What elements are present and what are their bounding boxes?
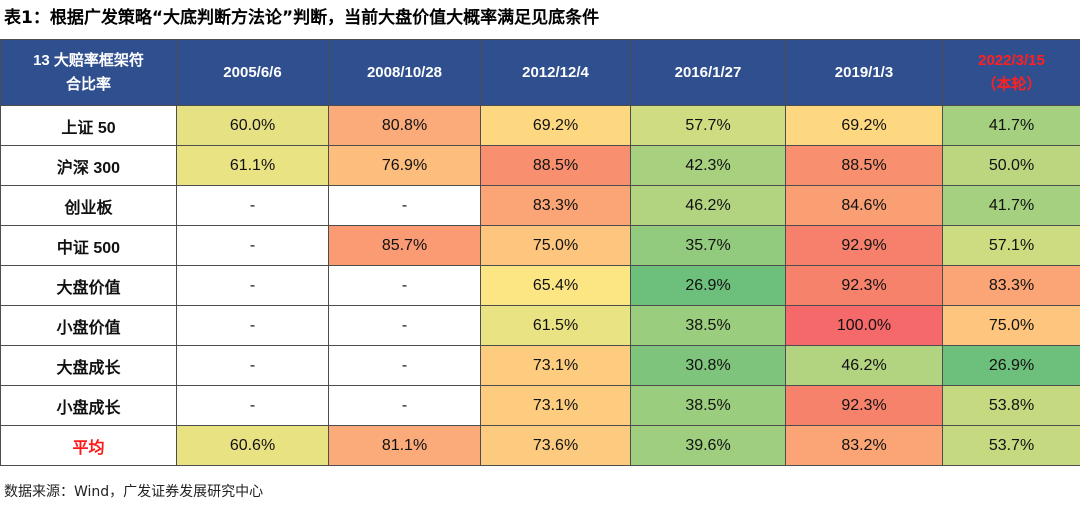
ratio-cell: 83.2% [785,425,943,466]
row-label: 沪深 300 [0,145,177,186]
row-label: 平均 [0,425,177,466]
ratio-cell: 100.0% [785,305,943,346]
table-row: 中证 500-85.7% 75.0% 35.7% 92.9% 57.1% [0,225,1080,266]
ratio-cell: 83.3% [480,185,631,226]
ratio-cell: 53.7% [942,425,1080,466]
row-label: 中证 500 [0,225,177,266]
ratio-cell: 39.6% [630,425,786,466]
average-row: 平均 60.6% 81.1% 73.6% 39.6% 83.2% 53.7% [0,425,1080,466]
table-row: 小盘成长 - -73.1% 38.5% 92.3% 53.8% [0,385,1080,426]
row-label: 大盘价值 [0,265,177,306]
table-row: 大盘成长 - -73.1% 30.8% 46.2% 26.9% [0,345,1080,386]
ratio-cell: 35.7% [630,225,786,266]
column-header-4: 2016/1/27 [630,39,786,106]
ratio-cell: - [328,185,481,226]
ratio-cell: 88.5% [785,145,943,186]
ratio-cell: 92.3% [785,265,943,306]
corner-header: 13 大赔率框架符 合比率 [0,39,177,106]
column-header-2: 2008/10/28 [328,39,481,106]
ratio-cell: 26.9% [630,265,786,306]
corner-header-line2: 合比率 [65,75,111,93]
row-label: 小盘成长 [0,385,177,426]
column-header-5: 2019/1/3 [785,39,943,106]
ratio-cell: 38.5% [630,385,786,426]
ratio-cell: 41.7% [942,185,1080,226]
row-label: 小盘价值 [0,305,177,346]
ratio-cell: 69.2% [480,105,631,146]
table-body: 上证 50 60.0% 80.8% 69.2% 57.7% 69.2% 41.7% 沪深 30… [0,105,1080,466]
ratio-cell: 83.3% [942,265,1080,306]
ratio-cell: - [176,185,329,226]
ratio-cell: 73.6% [480,425,631,466]
ratio-cell: 60.6% [176,425,329,466]
ratio-cell: 92.9% [785,225,943,266]
table-row: 上证 50 60.0% 80.8% 69.2% 57.7% 69.2% 41.7% [0,105,1080,146]
ratio-cell: 75.0% [480,225,631,266]
ratio-cell: - [176,385,329,426]
ratio-cell: 26.9% [942,345,1080,386]
ratio-cell: 80.8% [328,105,481,146]
ratio-cell: 46.2% [785,345,943,386]
table-row: 大盘价值 - -65.4% 26.9% 92.3% 83.3% [0,265,1080,306]
ratio-cell: - [328,265,481,306]
ratio-cell: 42.3% [630,145,786,186]
ratio-cell: 57.1% [942,225,1080,266]
row-label: 上证 50 [0,105,177,146]
ratio-cell: 46.2% [630,185,786,226]
source-note: 数据来源：Wind，广发证券发展研究中心 [4,484,264,500]
ratio-cell: 75.0% [942,305,1080,346]
ratio-cell: 65.4% [480,265,631,306]
ratio-cell: 57.7% [630,105,786,146]
ratio-cell: 81.1% [328,425,481,466]
ratio-cell: - [328,305,481,346]
column-header-current: 2022/3/15 （本轮） [942,39,1080,106]
ratio-cell: - [176,305,329,346]
ratio-table: 13 大赔率框架符 合比率 2005/6/6 2008/10/28 2012/1… [0,39,1080,466]
ratio-cell: 61.1% [176,145,329,186]
ratio-cell: 53.8% [942,385,1080,426]
ratio-cell: 84.6% [785,185,943,226]
ratio-cell: 85.7% [328,225,481,266]
current-date: 2022/3/15 [978,51,1045,69]
ratio-cell: 30.8% [630,345,786,386]
ratio-cell: 73.1% [480,385,631,426]
ratio-cell: 38.5% [630,305,786,346]
ratio-cell: 50.0% [942,145,1080,186]
header-row: 13 大赔率框架符 合比率 2005/6/6 2008/10/28 2012/1… [0,39,1080,106]
ratio-cell: 60.0% [176,105,329,146]
ratio-cell: - [176,345,329,386]
ratio-cell: - [328,385,481,426]
current-sublabel: （本轮） [981,75,1042,93]
column-header-1: 2005/6/6 [176,39,329,106]
ratio-cell: - [328,345,481,386]
ratio-cell: 61.5% [480,305,631,346]
ratio-cell: 69.2% [785,105,943,146]
ratio-cell: - [176,225,329,266]
row-label: 大盘成长 [0,345,177,386]
table-row: 沪深 300 61.1% 76.9% 88.5% 42.3% 88.5% 50.0% [0,145,1080,186]
ratio-cell: 41.7% [942,105,1080,146]
table-title: 表1：根据广发策略“大底判断方法论”判断，当前大盘价值大概率满足见底条件 [4,8,600,28]
corner-header-line1: 13 大赔率框架符 [33,51,144,69]
table-row: 创业板 - -83.3% 46.2% 84.6% 41.7% [0,185,1080,226]
ratio-cell: 88.5% [480,145,631,186]
ratio-cell: 92.3% [785,385,943,426]
ratio-cell: - [176,265,329,306]
ratio-cell: 73.1% [480,345,631,386]
table-row: 小盘价值 - -61.5% 38.5% 100.0% 75.0% [0,305,1080,346]
row-label: 创业板 [0,185,177,226]
column-header-3: 2012/12/4 [480,39,631,106]
ratio-cell: 76.9% [328,145,481,186]
